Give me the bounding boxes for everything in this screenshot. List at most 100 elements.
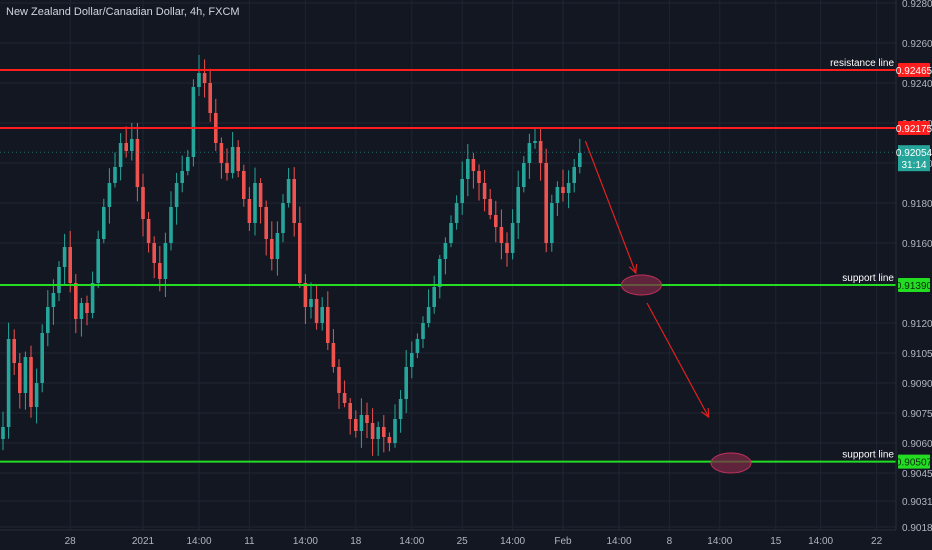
candle-body <box>359 415 364 431</box>
bar-countdown: 31:14 <box>901 160 926 171</box>
candle-body <box>499 227 504 243</box>
candle-body <box>286 179 291 203</box>
target-zone-ellipse[interactable] <box>710 452 752 474</box>
support-line-label: support line <box>842 273 894 284</box>
candle-body <box>393 419 397 443</box>
time-tick-label: Feb <box>554 536 572 547</box>
candle-body <box>482 183 487 199</box>
candle-body <box>398 399 403 419</box>
horizontal-levels[interactable]: resistance line support line support line <box>0 58 896 463</box>
support-price-badge <box>898 278 930 292</box>
candle-body <box>505 243 509 253</box>
candle-body <box>292 179 296 223</box>
time-tick-label: 14:00 <box>606 536 631 547</box>
candle-body <box>158 263 162 279</box>
candle-body <box>264 207 268 239</box>
candle-body <box>102 207 106 239</box>
candle-body <box>387 437 392 443</box>
candle-body <box>533 141 537 143</box>
candle-body <box>12 339 16 363</box>
candle-body <box>62 247 67 267</box>
resistance-price-value: 0.92465 <box>896 66 932 77</box>
support-price-badge <box>898 454 930 469</box>
candle-body <box>130 139 134 151</box>
candle-body <box>454 203 459 223</box>
candle-body <box>1 427 5 439</box>
resistance-price-badge <box>898 63 930 77</box>
drawing-annotations[interactable] <box>584 140 752 474</box>
candle-body <box>90 283 95 313</box>
candle-body <box>443 243 448 259</box>
candle-body <box>225 163 229 173</box>
candle-body <box>342 393 347 403</box>
time-axis[interactable]: 28 2021 14:00 11 14:00 18 14:00 25 14:00 Feb 14:00… <box>65 536 883 547</box>
candle-body <box>578 153 582 167</box>
support-price-value: 0.91390 <box>896 281 932 292</box>
price-tick-label: 0.90180 <box>902 523 932 534</box>
candle-body <box>566 183 571 193</box>
candle-body <box>163 243 168 279</box>
candle-body <box>208 83 212 113</box>
candle-body <box>236 147 240 171</box>
candle-body <box>152 243 156 263</box>
candle-body <box>197 73 201 87</box>
candle-body <box>466 159 470 179</box>
time-tick-label: 15 <box>770 536 782 547</box>
candle-body <box>281 203 285 233</box>
candle-body <box>309 299 313 307</box>
candle-body <box>85 303 89 313</box>
candle-body <box>494 215 498 227</box>
candle-body <box>124 143 128 151</box>
time-tick-label: 22 <box>871 536 883 547</box>
candle-body <box>247 199 252 223</box>
candle-body <box>258 183 263 207</box>
candle-body <box>219 143 224 163</box>
candle-body <box>46 307 50 333</box>
resistance-price-value: 0.92175 <box>896 124 932 135</box>
candle-body <box>135 139 140 187</box>
candle-body <box>202 73 207 83</box>
candle-body <box>382 427 386 437</box>
candle-body <box>415 339 420 353</box>
support-price-value: 0.90507 <box>896 458 932 469</box>
candle-body <box>488 199 492 215</box>
candle-body <box>550 203 554 243</box>
arrow-line[interactable] <box>584 140 637 274</box>
candle-body <box>376 427 380 439</box>
candle-body <box>186 157 190 171</box>
candle-body <box>337 367 341 393</box>
candle-body <box>527 143 532 163</box>
time-tick-label: 14:00 <box>293 536 318 547</box>
chart-title: New Zealand Dollar/Canadian Dollar, 4h, … <box>6 6 240 18</box>
support-line-label: support line <box>842 450 894 461</box>
candle-body <box>96 239 100 283</box>
candle-body <box>191 87 196 157</box>
candle-body <box>320 307 324 323</box>
candle-body <box>404 367 408 399</box>
last-price-value: 0.92054 <box>896 148 932 159</box>
arrow-line[interactable] <box>646 302 710 418</box>
candle-body <box>555 187 560 203</box>
last-price-badge <box>898 145 930 172</box>
candle-body <box>438 259 442 287</box>
candle-body <box>477 171 481 183</box>
target-zone-ellipse[interactable] <box>620 274 662 296</box>
candle-body <box>365 415 369 423</box>
candle-body <box>118 143 123 167</box>
candle-body <box>471 159 476 171</box>
candle-body <box>146 219 151 243</box>
candle-body <box>57 267 61 293</box>
candle-body <box>561 187 565 193</box>
